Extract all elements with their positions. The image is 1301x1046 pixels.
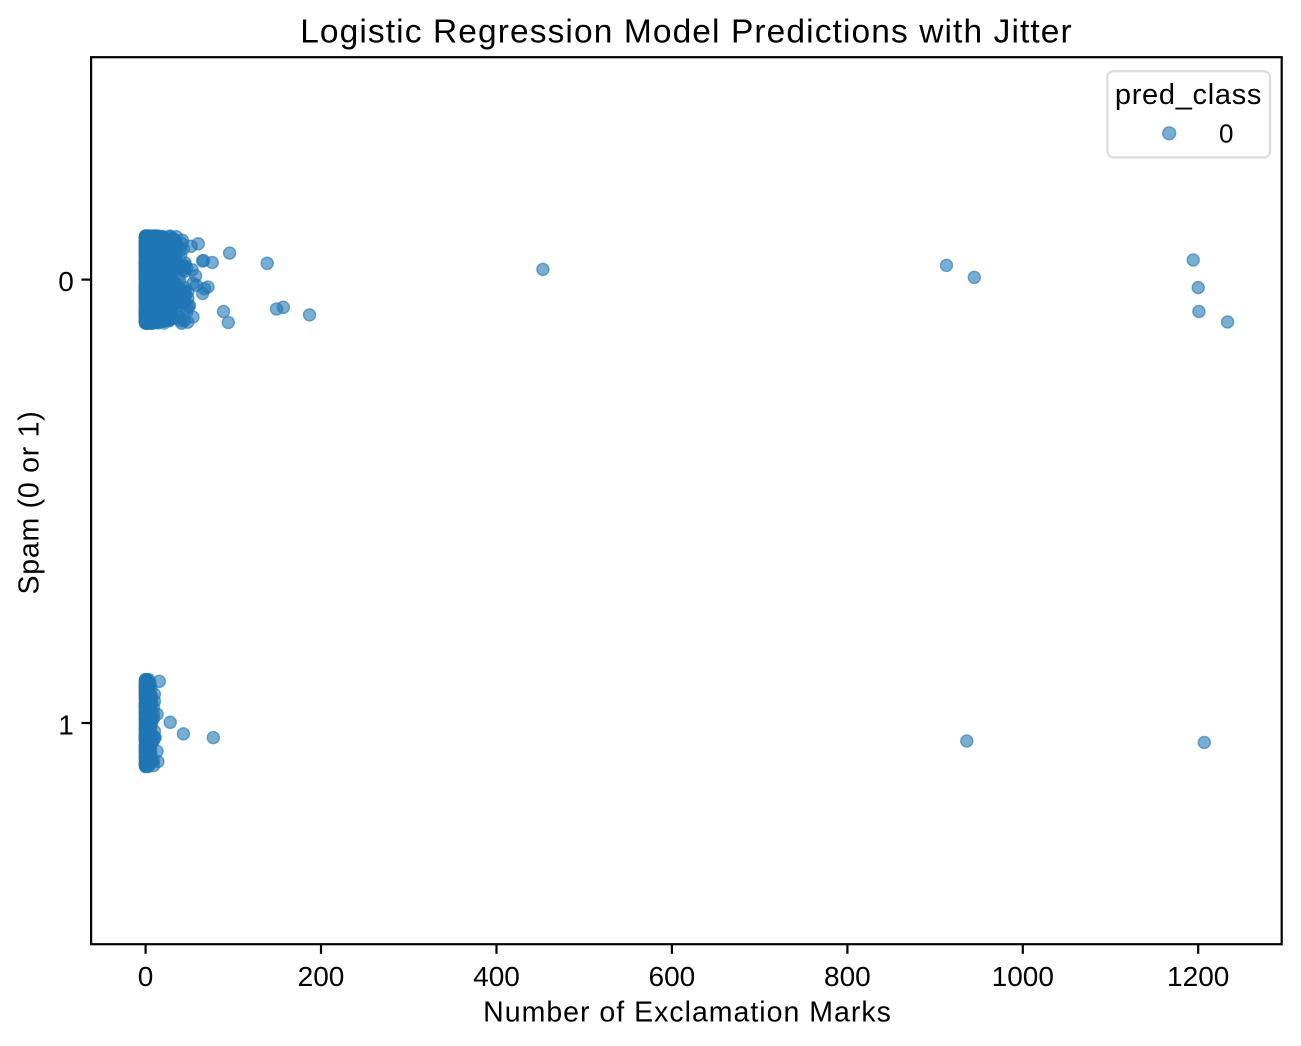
- svg-text:200: 200: [298, 961, 345, 992]
- svg-text:0: 0: [58, 266, 74, 297]
- svg-text:pred_class: pred_class: [1115, 79, 1262, 111]
- svg-text:0: 0: [1219, 119, 1233, 149]
- svg-text:800: 800: [824, 961, 871, 992]
- svg-text:1000: 1000: [992, 961, 1054, 992]
- svg-text:1200: 1200: [1167, 961, 1229, 992]
- svg-text:Spam (0 or 1): Spam (0 or 1): [14, 411, 46, 595]
- svg-text:0: 0: [138, 961, 154, 992]
- svg-text:Logistic Regression Model Pred: Logistic Regression Model Predictions wi…: [300, 14, 1073, 51]
- svg-text:Number of Exclamation Marks: Number of Exclamation Marks: [483, 997, 892, 1029]
- svg-text:600: 600: [649, 961, 696, 992]
- svg-text:1: 1: [58, 710, 74, 741]
- svg-text:400: 400: [473, 961, 520, 992]
